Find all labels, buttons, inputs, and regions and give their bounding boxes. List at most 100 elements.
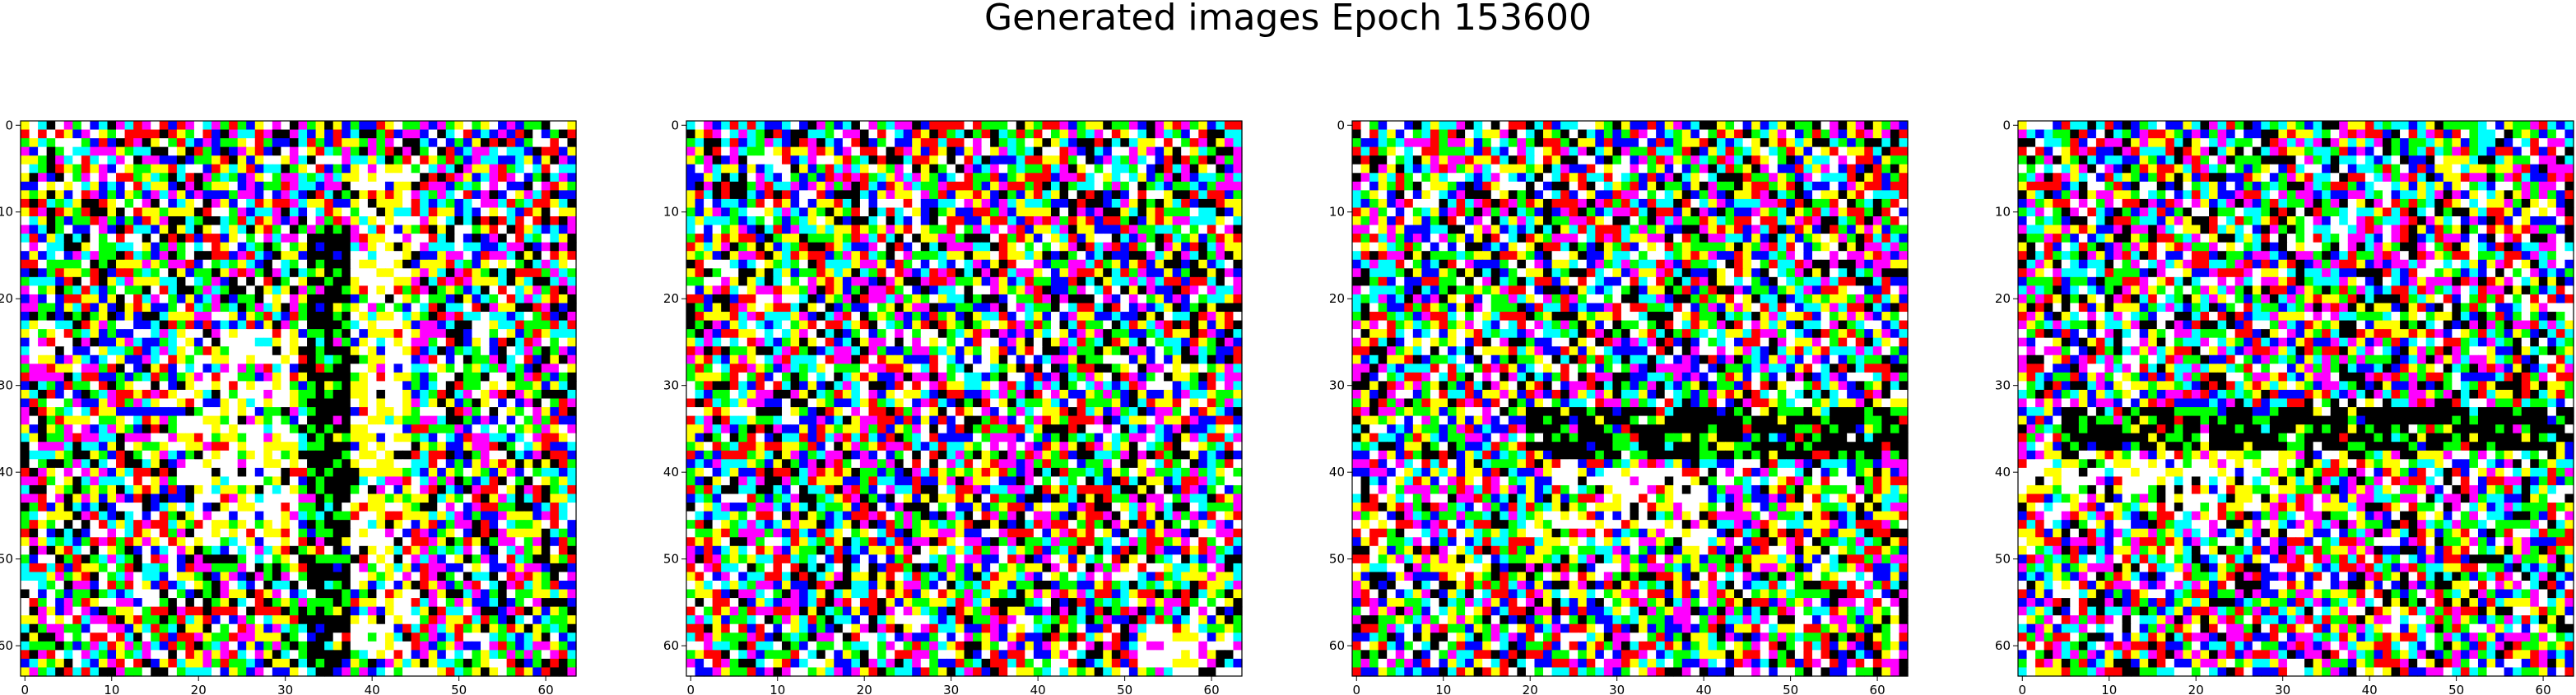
heatmap-cell <box>38 442 48 452</box>
heatmap-cell <box>342 632 351 642</box>
heatmap-cell <box>454 433 464 442</box>
heatmap-cell <box>472 190 481 200</box>
heatmap-cell <box>799 234 809 243</box>
heatmap-cell <box>912 207 922 217</box>
heatmap-cell <box>445 623 455 633</box>
heatmap-cell <box>107 138 117 148</box>
heatmap-cell <box>107 320 117 330</box>
heatmap-cell <box>402 138 412 148</box>
heatmap-cell <box>55 450 65 460</box>
heatmap-cell <box>124 450 134 460</box>
heatmap-cell <box>1146 198 1156 209</box>
heatmap-cell <box>541 511 551 521</box>
heatmap-cell <box>72 650 82 660</box>
heatmap-cell <box>842 216 852 226</box>
heatmap-cell <box>116 294 126 304</box>
heatmap-cell <box>567 346 577 356</box>
heatmap-cell <box>246 415 256 425</box>
heatmap-cell <box>124 658 134 669</box>
heatmap-cell <box>107 667 117 677</box>
heatmap-cell <box>895 198 904 209</box>
heatmap-cell <box>272 650 282 660</box>
heatmap-cell <box>332 415 342 425</box>
heatmap-cell <box>116 511 126 521</box>
heatmap-cell <box>263 650 273 660</box>
heatmap-cell <box>254 303 264 313</box>
heatmap-cell <box>746 207 756 217</box>
heatmap-cell <box>1216 207 1225 217</box>
heatmap-cell <box>851 181 861 191</box>
heatmap-cell <box>445 259 455 269</box>
heatmap-cell <box>29 242 39 252</box>
heatmap-cell <box>445 433 455 442</box>
heatmap-cell <box>973 138 983 148</box>
heatmap-cell <box>254 589 264 599</box>
heatmap-cell <box>541 303 551 313</box>
heatmap-cell <box>55 563 65 573</box>
heatmap-cell <box>350 398 360 408</box>
y-tick-label: 10 <box>0 205 13 220</box>
heatmap-cell <box>72 364 82 373</box>
heatmap-cell <box>315 433 325 442</box>
heatmap-cell <box>29 623 39 633</box>
heatmap-cell <box>973 234 983 243</box>
heatmap-cell <box>220 424 230 434</box>
heatmap-cell <box>81 484 91 495</box>
heatmap-cell <box>445 520 455 530</box>
heatmap-cell <box>428 164 438 174</box>
heatmap-cell <box>90 303 100 313</box>
heatmap-cell <box>463 476 473 486</box>
heatmap-cell <box>38 641 48 651</box>
heatmap-cell <box>1086 181 1095 191</box>
heatmap-cell <box>29 259 39 269</box>
heatmap-cell <box>254 173 264 183</box>
heatmap-cell <box>72 580 82 591</box>
heatmap-cell <box>263 442 273 452</box>
heatmap-cell <box>411 572 421 581</box>
heatmap-cell <box>229 181 239 191</box>
heatmap-cell <box>324 364 334 373</box>
heatmap-cell <box>842 190 852 200</box>
heatmap-cell <box>1128 181 1139 191</box>
heatmap-cell <box>799 181 809 191</box>
heatmap-cell <box>393 545 403 555</box>
heatmap-cell <box>567 650 577 660</box>
heatmap-cell <box>324 346 334 356</box>
heatmap-cell <box>98 320 109 330</box>
heatmap-cell <box>1172 121 1182 131</box>
heatmap-cell <box>411 632 421 642</box>
heatmap-cell <box>990 146 1000 156</box>
heatmap-cell <box>1094 173 1104 183</box>
heatmap-cell <box>107 476 117 486</box>
heatmap-cell <box>72 641 82 651</box>
heatmap-cell <box>359 623 369 633</box>
heatmap-cell <box>151 398 160 408</box>
heatmap-cell <box>185 442 195 452</box>
heatmap-cell <box>272 155 282 165</box>
heatmap-cell <box>185 572 195 581</box>
heatmap-cell <box>298 450 308 460</box>
heatmap-cell <box>229 520 239 530</box>
heatmap-cell <box>834 121 844 131</box>
heatmap-cell <box>159 572 169 581</box>
heatmap-cell <box>773 181 783 191</box>
heatmap-cell <box>746 138 756 148</box>
heatmap-cell <box>116 320 126 330</box>
heatmap-cell <box>176 632 186 642</box>
heatmap-cell <box>342 484 351 495</box>
heatmap-cell <box>428 337 438 347</box>
heatmap-cell <box>55 572 65 581</box>
heatmap-cell <box>695 225 704 234</box>
heatmap-cell <box>55 554 65 564</box>
heatmap-cell <box>159 190 169 200</box>
heatmap-cell <box>463 190 473 200</box>
heatmap-cell <box>712 173 722 183</box>
heatmap-cell <box>98 632 109 642</box>
heatmap-cell <box>463 389 473 400</box>
heatmap-cell <box>81 667 91 677</box>
heatmap-cell <box>498 606 508 616</box>
heatmap-cell <box>202 121 212 131</box>
heatmap-cell <box>480 650 491 660</box>
heatmap-cell <box>1216 198 1225 209</box>
heatmap-cell <box>489 554 499 564</box>
